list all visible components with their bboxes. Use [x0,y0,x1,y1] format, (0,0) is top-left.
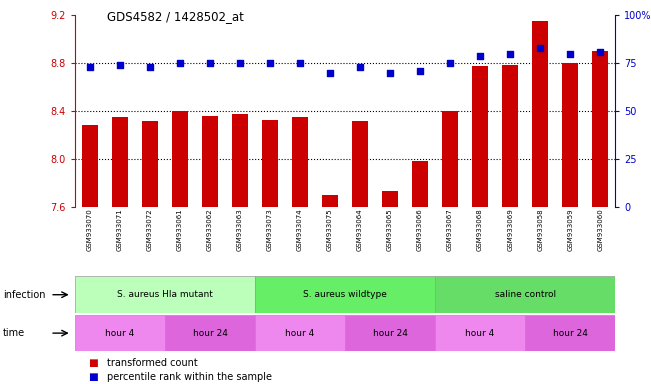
Text: infection: infection [3,290,46,300]
Bar [562,63,579,207]
Bar [255,315,345,351]
Text: ■: ■ [88,358,98,368]
Bar [435,315,525,351]
Text: percentile rank within the sample: percentile rank within the sample [107,372,272,382]
Point [145,64,155,70]
Bar [532,22,548,207]
Point [174,60,185,66]
Point [115,62,125,68]
Text: hour 4: hour 4 [285,329,314,338]
Bar [345,315,435,351]
Bar [322,195,339,207]
Text: GSM933065: GSM933065 [387,209,393,252]
Point [325,70,335,76]
Point [385,70,395,76]
Text: GSM933062: GSM933062 [207,209,213,252]
Point [235,60,245,66]
Text: hour 4: hour 4 [465,329,495,338]
Text: hour 24: hour 24 [372,329,408,338]
Point [565,51,575,57]
Point [595,49,605,55]
Bar [435,276,615,313]
Bar [81,124,98,207]
Bar [202,116,218,207]
Bar [111,118,128,207]
Point [85,64,95,70]
Point [535,45,546,51]
Bar [255,276,435,313]
Point [265,60,275,66]
Text: GSM933060: GSM933060 [597,209,603,252]
Text: GSM933058: GSM933058 [537,209,543,252]
Text: GSM933070: GSM933070 [87,209,93,252]
Text: GSM933072: GSM933072 [147,209,153,252]
Text: GSM933071: GSM933071 [117,209,123,252]
Text: GSM933064: GSM933064 [357,209,363,252]
Text: time: time [3,328,25,338]
Bar [75,276,255,313]
Bar [262,120,278,207]
Text: GSM933066: GSM933066 [417,209,423,252]
Bar [525,315,615,351]
Point [415,68,425,74]
Bar [592,51,609,207]
Bar [142,121,158,207]
Bar [412,161,428,207]
Text: ■: ■ [88,372,98,382]
Text: GSM933059: GSM933059 [567,209,573,252]
Text: GSM933061: GSM933061 [177,209,183,252]
Text: GSM933073: GSM933073 [267,209,273,252]
Bar [352,121,368,207]
Text: GSM933069: GSM933069 [507,209,513,252]
Bar [472,66,488,207]
Point [445,60,455,66]
Text: transformed count: transformed count [107,358,198,368]
Text: hour 24: hour 24 [553,329,588,338]
Point [505,51,516,57]
Bar [381,190,398,207]
Bar [292,118,309,207]
Text: S. aureus Hla mutant: S. aureus Hla mutant [117,290,213,299]
Point [355,64,365,70]
Text: GSM933063: GSM933063 [237,209,243,252]
Text: GDS4582 / 1428502_at: GDS4582 / 1428502_at [107,10,244,23]
Text: GSM933075: GSM933075 [327,209,333,252]
Bar [442,111,458,207]
Bar [502,65,518,207]
Text: GSM933074: GSM933074 [297,209,303,252]
Text: hour 4: hour 4 [105,329,135,338]
Text: hour 24: hour 24 [193,329,227,338]
Point [204,60,215,66]
Text: saline control: saline control [495,290,556,299]
Bar [165,315,255,351]
Bar [232,114,248,207]
Point [295,60,305,66]
Text: GSM933067: GSM933067 [447,209,453,252]
Bar [172,111,188,207]
Text: S. aureus wildtype: S. aureus wildtype [303,290,387,299]
Point [475,53,485,59]
Bar [75,315,165,351]
Text: GSM933068: GSM933068 [477,209,483,252]
